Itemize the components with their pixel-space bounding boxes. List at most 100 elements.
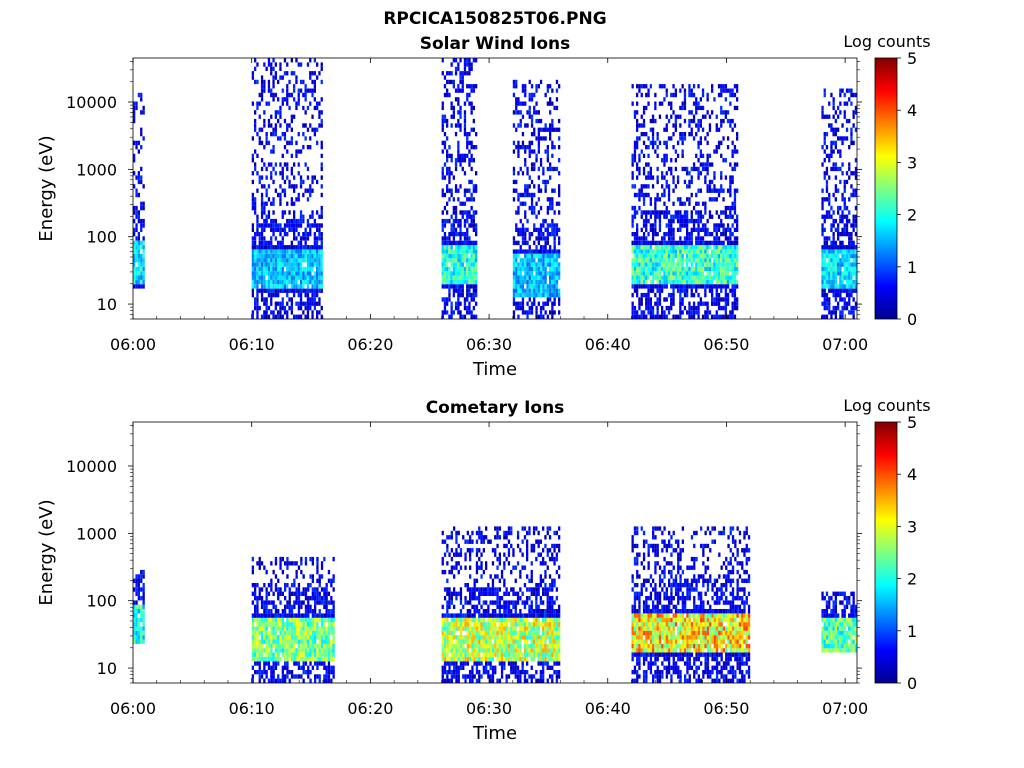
panel1-heatmap-cell [521, 249, 525, 254]
panel1-heatmap-cell [459, 249, 462, 254]
panel1-heatmap-cell [717, 223, 721, 228]
panel1-heatmap-cell [654, 214, 657, 219]
panel1-heatmap-cell [828, 258, 831, 263]
panel1-heatmap-cell [526, 123, 529, 128]
panel1-heatmap-cell [297, 197, 300, 202]
panel1-heatmap-cell [304, 92, 307, 98]
panel2-heatmap-cell [311, 591, 314, 596]
panel1-heatmap-cell [672, 284, 675, 289]
panel1-heatmap-cell [526, 310, 529, 315]
panel2-heatmap-cell [270, 587, 273, 592]
panel1-heatmap-cell [642, 271, 646, 276]
panel2-heatmap-cell [290, 613, 294, 618]
panel1-heatmap-cell [679, 214, 682, 219]
panel1-heatmap-cell [272, 249, 275, 254]
panel1-heatmap-cell [267, 262, 271, 267]
panel2-heatmap-cell [290, 643, 294, 649]
panel1-heatmap-cell [290, 245, 293, 250]
panel1-heatmap-cell [642, 105, 646, 111]
panel1-heatmap-cell [472, 253, 475, 259]
panel1-heatmap-cell [517, 271, 520, 276]
panel1-heatmap-cell [528, 232, 531, 237]
panel1-heatmap-cell [731, 310, 734, 315]
panel2-heatmap-cell [297, 622, 301, 627]
panel1-heatmap-cell [679, 136, 682, 141]
panel2-heatmap-cell [316, 591, 319, 596]
panel1-heatmap-cell [263, 88, 266, 93]
panel1-heatmap-cell [699, 210, 702, 215]
panel1-heatmap-cell [555, 88, 559, 93]
panel1-heatmap-cell [667, 258, 671, 263]
panel1-heatmap-cell [457, 284, 460, 289]
panel1-heatmap-cell [699, 123, 702, 128]
panel1-heatmap-cell [686, 271, 689, 276]
panel1-heatmap-cell [845, 292, 849, 298]
panel1-heatmap-cell [633, 240, 637, 246]
panel1-heatmap-cell [133, 253, 136, 259]
panel2-heatmap-cell [453, 665, 456, 670]
panel2-heatmap-cell [323, 656, 326, 662]
panel2-heatmap-cell [302, 678, 305, 683]
panel1-heatmap-cell [288, 279, 291, 285]
panel1-heatmap-cell [631, 240, 634, 246]
panel1-heatmap-cell [670, 92, 673, 98]
panel1-heatmap-cell [470, 284, 473, 289]
panel1-heatmap-cell [697, 218, 700, 224]
panel1-heatmap-cell [850, 292, 853, 298]
panel1-heatmap-cell [260, 245, 264, 250]
panel1-heatmap-cell [839, 245, 842, 250]
panel1-heatmap-cell [281, 227, 284, 232]
panel1-heatmap-cell [665, 297, 668, 302]
panel1-heatmap-cell [631, 284, 634, 289]
panel1-heatmap-cell [309, 214, 312, 219]
panel1-heatmap-cell [823, 314, 826, 319]
panel2-heatmap-cell [318, 574, 321, 579]
panel1-heatmap-cell [448, 253, 451, 259]
panel1-heatmap-cell [848, 262, 851, 267]
panel1-heatmap-cell [670, 171, 673, 176]
panel1-heatmap-cell [676, 240, 680, 246]
panel1-heatmap-cell [647, 297, 650, 302]
panel1-heatmap-cell [729, 249, 732, 254]
panel1-heatmap-cell [443, 140, 447, 146]
panel1-heatmap-cell [825, 240, 829, 246]
panel1-heatmap-cell [701, 301, 705, 306]
panel1-y-tick-label: 10 [97, 295, 117, 314]
panel1-heatmap-cell [828, 262, 831, 267]
panel1-heatmap-cell [468, 92, 471, 98]
panel1-heatmap-cell [320, 184, 323, 189]
panel1-heatmap-cell [274, 314, 277, 319]
panel1-heatmap-cell [821, 292, 824, 298]
panel2-heatmap-cell [263, 622, 266, 627]
panel1-heatmap-cell [553, 236, 556, 241]
panel1-heatmap-cell [729, 184, 732, 189]
panel1-heatmap-cell [558, 184, 561, 189]
panel1-heatmap-cell [676, 314, 680, 319]
panel1-heatmap-cell [850, 310, 853, 315]
panel2-heatmap-cell [142, 622, 145, 627]
panel1-heatmap-cell [843, 110, 846, 115]
panel2-heatmap-cell [258, 643, 261, 649]
panel2-heatmap-cell [140, 578, 143, 583]
panel1-heatmap-cell [676, 227, 680, 232]
panel1-heatmap-cell [736, 253, 739, 259]
panel1-heatmap-cell [722, 258, 725, 263]
panel1-heatmap-cell [140, 245, 143, 250]
panel1-heatmap-cell [316, 75, 319, 80]
panel2-heatmap-cell [330, 613, 333, 618]
panel1-heatmap-cell [681, 218, 684, 224]
panel2-heatmap-cell [309, 639, 312, 644]
panel1-heatmap-cell [654, 140, 657, 146]
panel1-heatmap-cell [270, 245, 273, 250]
panel1-heatmap-cell [274, 305, 277, 311]
panel1-heatmap-cell [825, 236, 829, 241]
panel1-heatmap-cell [852, 188, 855, 193]
panel1-heatmap-cell [681, 240, 684, 246]
panel1-heatmap-cell [450, 314, 453, 319]
panel1-heatmap-cell [260, 271, 264, 276]
panel1-heatmap-cell [517, 253, 520, 259]
panel1-heatmap-cell [299, 253, 303, 259]
panel1-heatmap-cell [661, 314, 664, 319]
panel1-heatmap-cell [839, 314, 842, 319]
panel1-heatmap-cell [286, 84, 289, 89]
